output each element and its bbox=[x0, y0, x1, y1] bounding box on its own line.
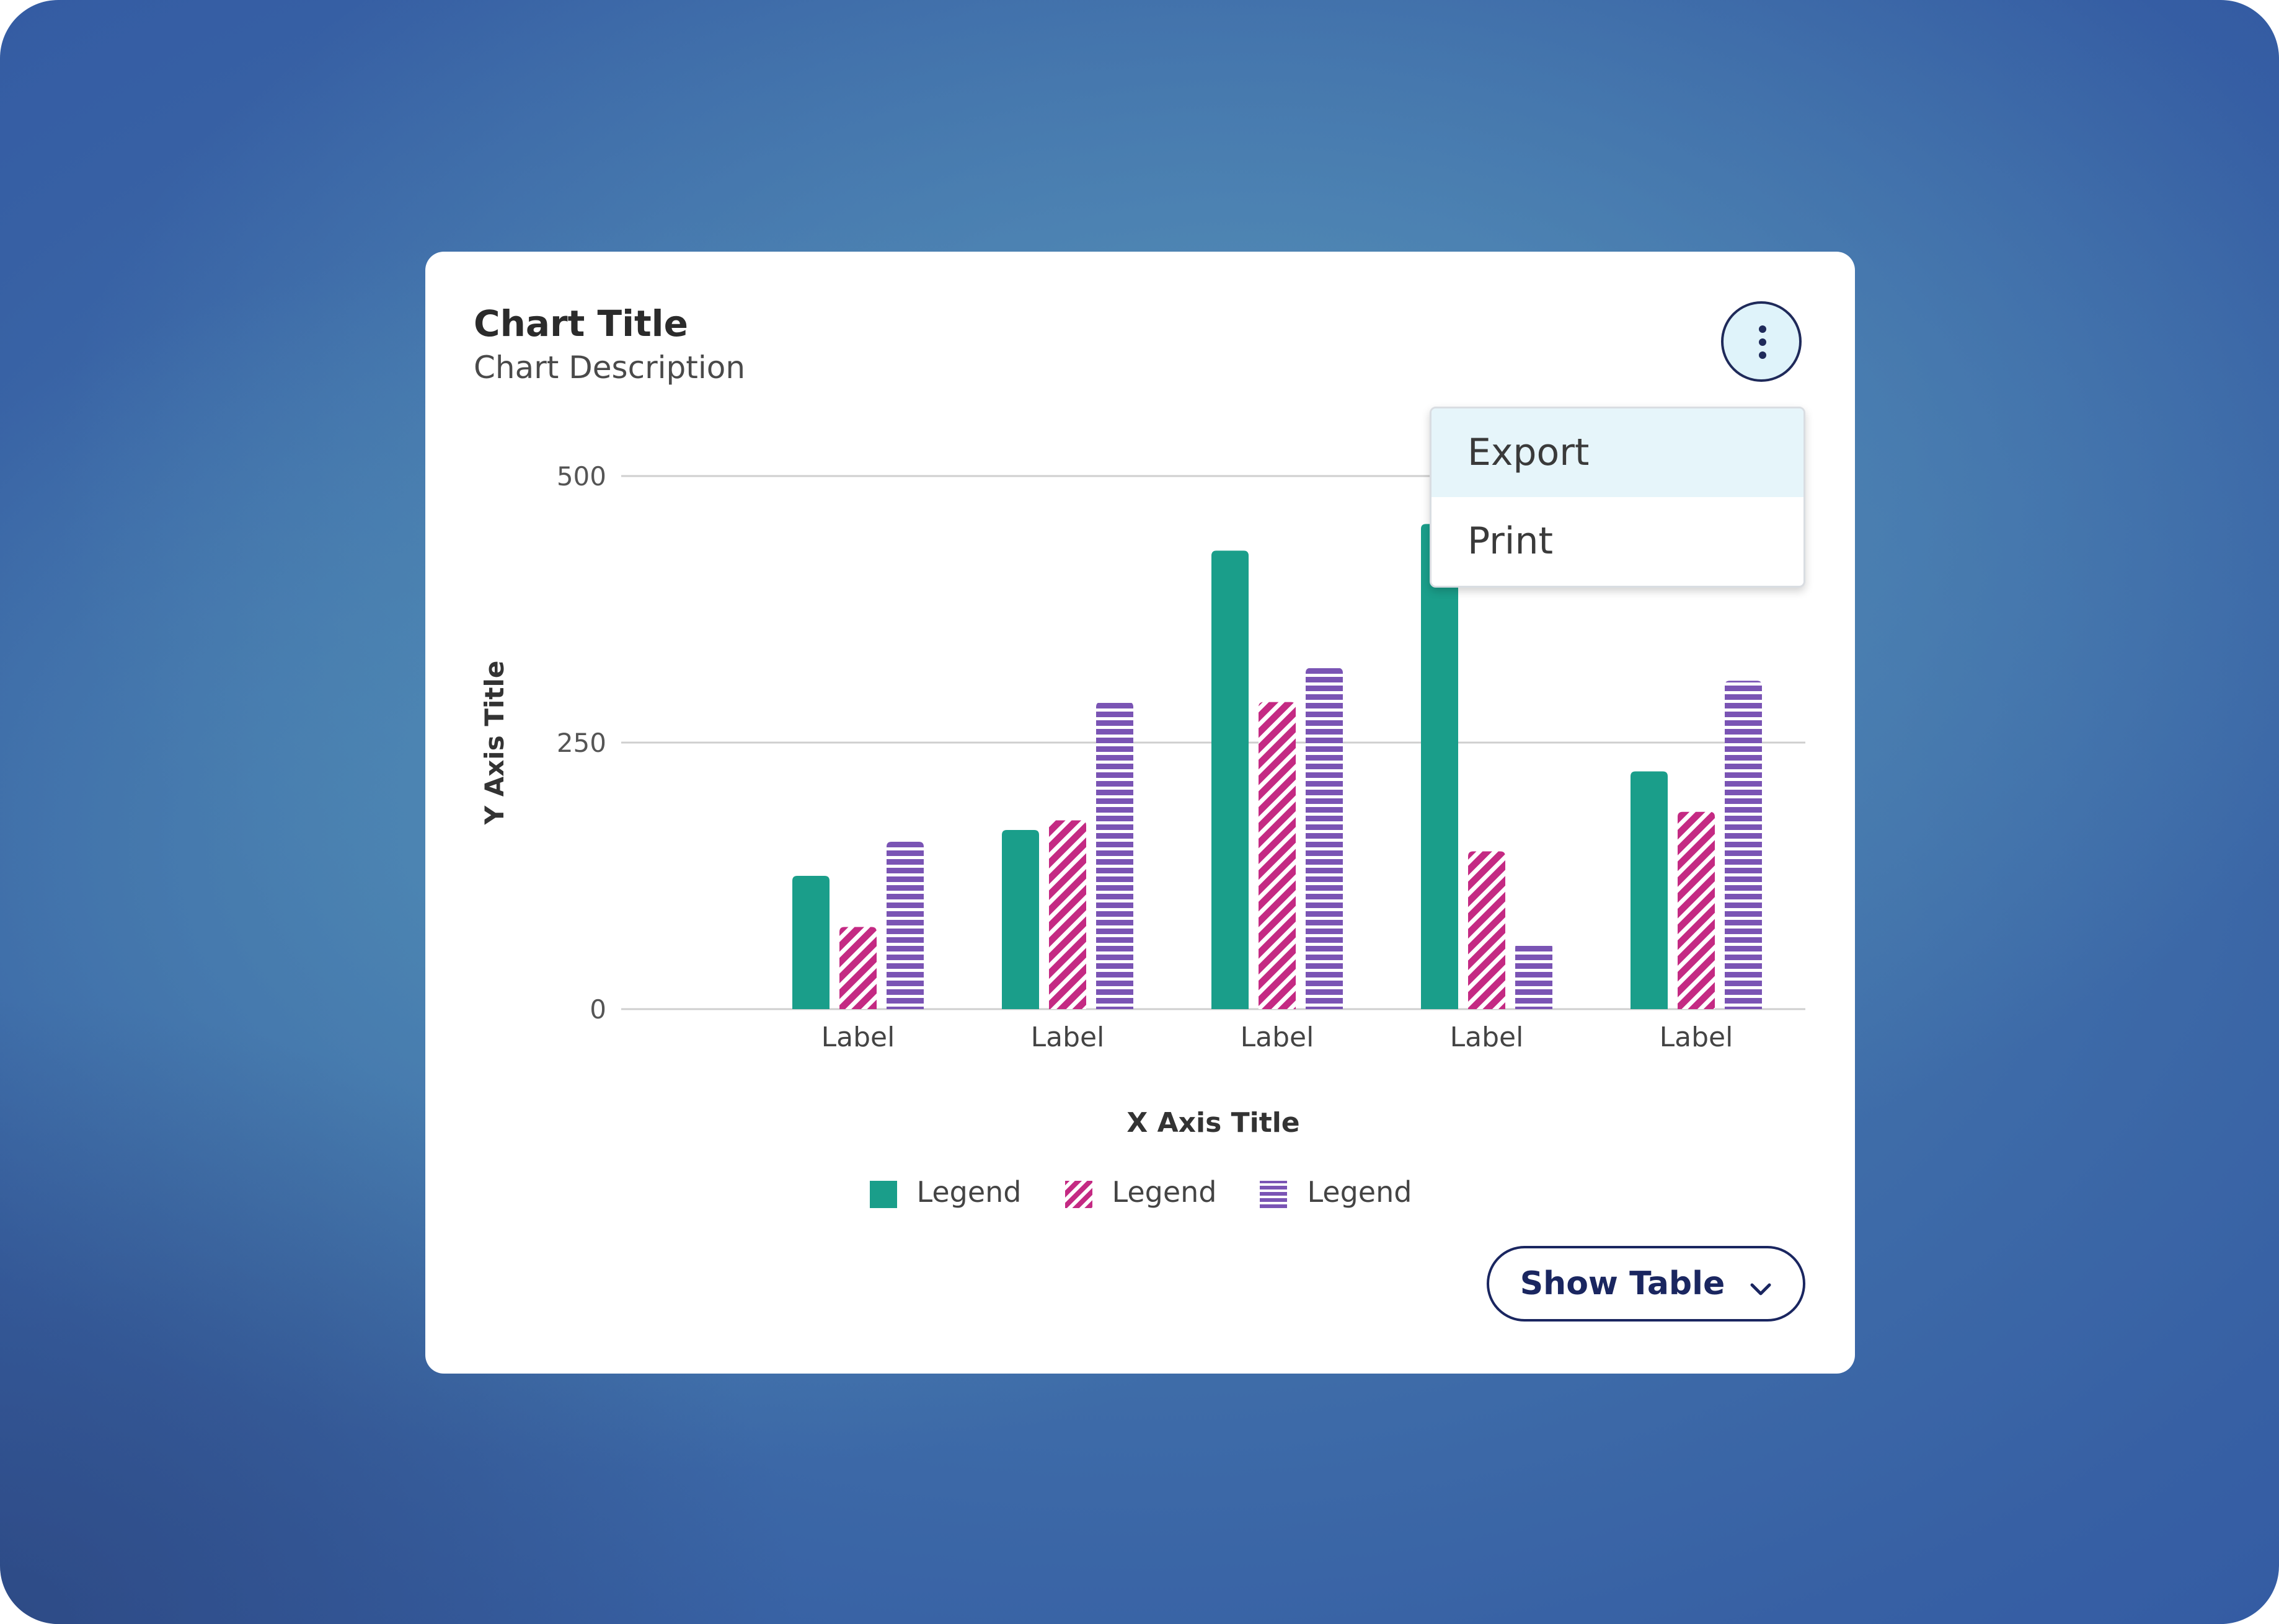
bar bbox=[1678, 811, 1715, 1009]
y-tick-label: 500 bbox=[557, 461, 606, 492]
x-tick-label: Label bbox=[821, 1022, 895, 1053]
bar bbox=[1002, 830, 1039, 1009]
y-tick-label: 0 bbox=[590, 994, 606, 1025]
vertical-dots-icon bbox=[1759, 325, 1766, 333]
bar-chart: 0 250 500 Y Axis Title X Axis Title Label Labe… bbox=[479, 461, 1805, 1139]
bar bbox=[1725, 681, 1762, 1009]
legend-swatch bbox=[1260, 1180, 1288, 1208]
chart-title: Chart Title bbox=[474, 302, 688, 345]
menu-item-export[interactable]: Export bbox=[1432, 408, 1803, 497]
legend-swatch bbox=[869, 1180, 897, 1208]
legend-item: Legend bbox=[869, 1175, 1022, 1209]
bar bbox=[839, 927, 877, 1009]
x-tick-label: Label bbox=[1450, 1022, 1524, 1053]
x-tick-label: Label bbox=[1660, 1022, 1733, 1053]
options-menu: Export Print bbox=[1430, 407, 1805, 588]
bar bbox=[887, 841, 924, 1009]
bar bbox=[1631, 771, 1668, 1009]
legend-item: Legend bbox=[1064, 1175, 1217, 1209]
legend-label: Legend bbox=[1112, 1175, 1217, 1209]
show-table-label: Show Table bbox=[1520, 1265, 1725, 1302]
legend-label: Legend bbox=[916, 1175, 1022, 1209]
chart-description: Chart Description bbox=[474, 350, 746, 386]
show-table-button[interactable]: Show Table bbox=[1487, 1246, 1805, 1322]
bar bbox=[1306, 668, 1343, 1009]
chart-card: Chart Title Chart Description 0 250 500 Y A… bbox=[425, 252, 1855, 1374]
more-options-button[interactable] bbox=[1721, 301, 1802, 382]
bar bbox=[1259, 702, 1296, 1009]
legend-swatch bbox=[1064, 1180, 1092, 1208]
chevron-down-icon bbox=[1750, 1283, 1771, 1295]
bar bbox=[1421, 524, 1458, 1009]
menu-item-print[interactable]: Print bbox=[1467, 519, 1554, 563]
bar bbox=[792, 876, 830, 1009]
bar bbox=[1515, 943, 1552, 1009]
bar bbox=[1211, 550, 1249, 1009]
y-tick-label: 250 bbox=[557, 728, 606, 758]
chart-legend: Legend Legend Legend bbox=[425, 1175, 1855, 1209]
bar bbox=[1096, 702, 1133, 1009]
bar bbox=[1468, 851, 1505, 1009]
x-axis-title: X Axis Title bbox=[1126, 1107, 1299, 1139]
legend-label: Legend bbox=[1307, 1175, 1412, 1209]
bar bbox=[1049, 820, 1086, 1009]
y-axis-title: Y Axis Title bbox=[479, 661, 510, 826]
legend-item: Legend bbox=[1259, 1175, 1412, 1209]
x-tick-label: Label bbox=[1241, 1022, 1314, 1053]
x-tick-label: Label bbox=[1031, 1022, 1105, 1053]
